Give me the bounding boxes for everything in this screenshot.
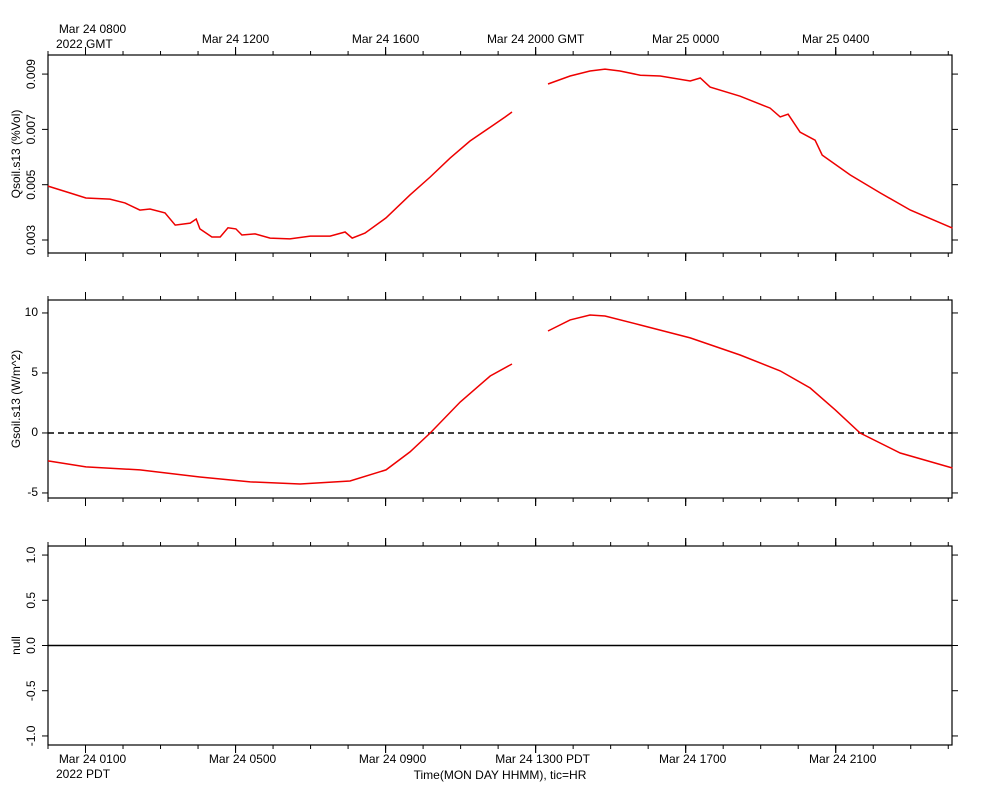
y-tick-label: 0.003 — [24, 225, 38, 255]
bottom-tick-label: Mar 24 0500 — [209, 752, 277, 766]
y-tick-label: -5 — [27, 485, 38, 499]
y-tick-label: -0.5 — [24, 680, 38, 701]
top-tick-label: Mar 25 0000 — [652, 32, 720, 46]
y-tick-label: 0.5 — [24, 592, 38, 609]
top-tick-label: Mar 25 0400 — [802, 32, 870, 46]
y-tick-label: 10 — [25, 305, 39, 319]
plot-frame — [47, 54, 953, 254]
top-tick-label: Mar 24 2000 GMT — [487, 32, 585, 46]
y-tick-label: 0.009 — [24, 59, 38, 89]
bottom-tick-label: Mar 24 2100 — [809, 752, 877, 766]
data-line — [47, 314, 953, 485]
bottom-tick-label: Mar 24 0100 — [59, 752, 127, 766]
y-tick-label: 0 — [31, 425, 38, 439]
x-axis-title: Time(MON DAY HHMM), tic=HR — [414, 768, 587, 782]
top-year: 2022 GMT — [56, 37, 113, 51]
y-tick-label: 0.0 — [24, 637, 38, 654]
top-tick-label: Mar 24 0800 — [59, 22, 127, 36]
plot-frame — [47, 299, 953, 499]
data-line — [47, 68, 953, 240]
bottom-tick-label: Mar 24 0900 — [359, 752, 427, 766]
top-tick-label: Mar 24 1200 — [202, 32, 270, 46]
bottom-tick-label: Mar 24 1700 — [659, 752, 727, 766]
y-axis-title: Gsoil.s13 (W/m^2) — [9, 350, 23, 448]
bottom-tick-label: Mar 24 1300 PDT — [495, 752, 590, 766]
bottom-year: 2022 PDT — [56, 767, 111, 781]
y-axis-title: null — [9, 636, 23, 655]
top-tick-label: Mar 24 1600 — [352, 32, 420, 46]
y-tick-label: 1.0 — [24, 546, 38, 563]
y-tick-label: 5 — [31, 365, 38, 379]
y-axis-title: Qsoil.s13 (%Vol) — [9, 110, 23, 199]
y-tick-label: -1.0 — [24, 725, 38, 746]
y-tick-label: 0.005 — [24, 169, 38, 199]
y-tick-label: 0.007 — [24, 114, 38, 144]
